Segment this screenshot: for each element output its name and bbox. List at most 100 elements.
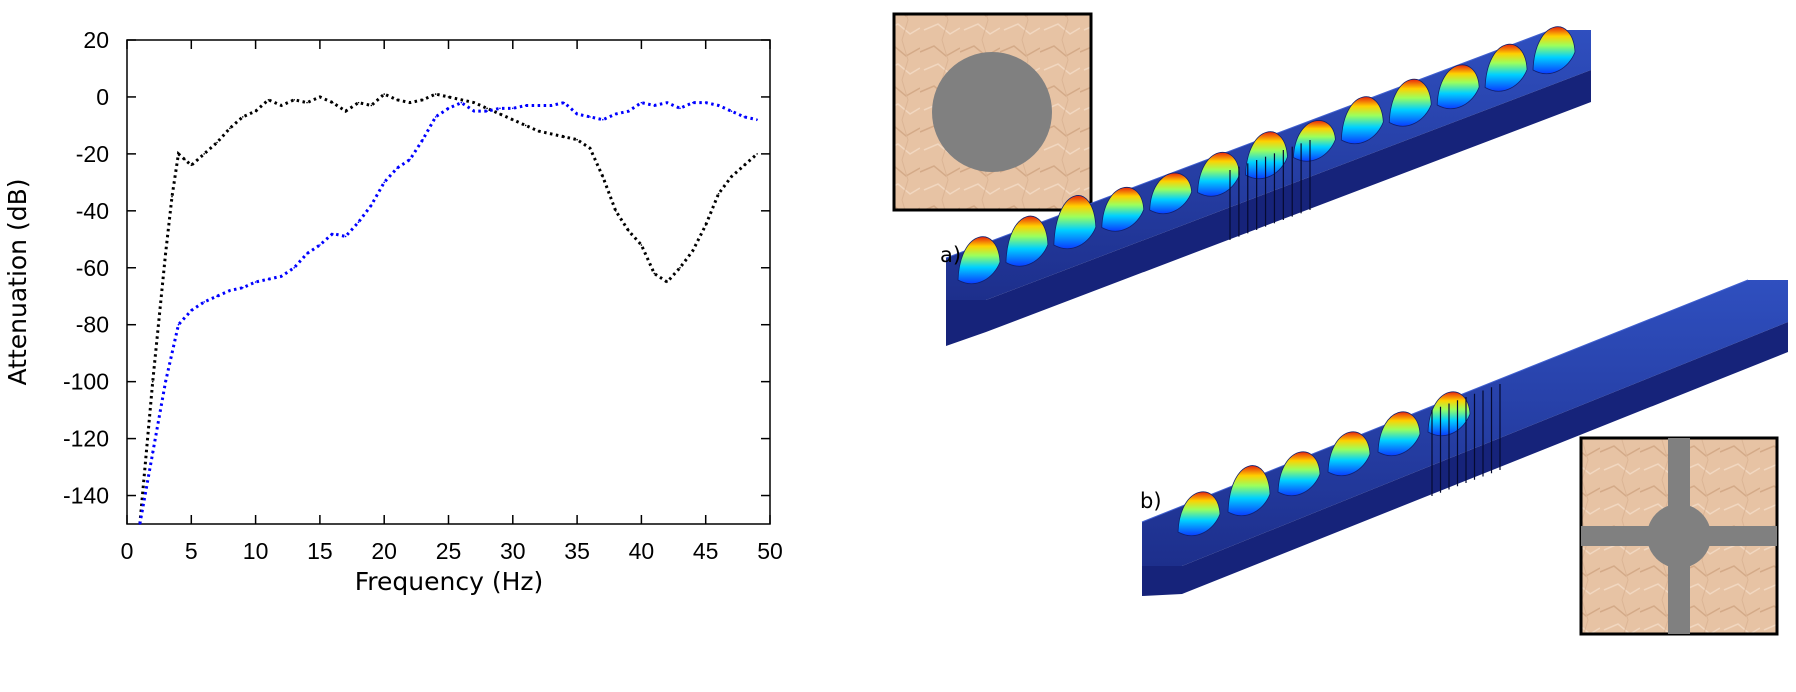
data-point [512, 107, 514, 110]
x-tick-label: 20 [371, 538, 397, 564]
data-point [524, 124, 527, 127]
data-point [627, 110, 630, 112]
data-point [164, 380, 167, 383]
data-point [421, 138, 424, 141]
wave-crest [1436, 64, 1480, 110]
data-point [383, 181, 386, 184]
data-point [640, 101, 643, 104]
data-point [486, 110, 488, 112]
data-point [293, 98, 295, 101]
data-point [254, 281, 257, 283]
cross-center-circle [1647, 504, 1711, 568]
data-point [756, 153, 758, 155]
data-point [267, 278, 270, 280]
data-point [396, 167, 398, 169]
y-tick-label: -40 [76, 198, 109, 224]
data-point [447, 96, 450, 98]
data-point [473, 110, 476, 112]
x-tick-label: 5 [185, 538, 198, 564]
attenuation-chart: 20 0 -20 -40 -60 -80 -100 -120 -140 0 5 10 15 20 25 30… [3, 27, 783, 596]
x-tick-label: 25 [436, 538, 462, 564]
beam-a [945, 26, 1591, 346]
x-tick-label: 50 [757, 538, 783, 564]
data-point [666, 101, 668, 104]
data-point [640, 244, 643, 246]
data-point [434, 93, 437, 95]
data-point [563, 136, 566, 138]
data-point [319, 244, 321, 246]
data-point [563, 101, 566, 104]
data-point [184, 158, 186, 161]
data-point [692, 101, 694, 104]
x-axis-label: Frequency (Hz) [355, 567, 544, 596]
inset-circle-unit-cell [892, 12, 1093, 212]
data-point [486, 107, 488, 110]
data-point [383, 93, 386, 95]
wave-crest [1005, 215, 1049, 267]
data-point [306, 252, 308, 255]
x-tick-label: 35 [564, 538, 590, 564]
data-point [666, 281, 668, 283]
data-point [550, 104, 553, 107]
wave-crest [1484, 43, 1528, 92]
y-tick-label: -20 [76, 141, 109, 167]
y-tick-label: -60 [76, 255, 109, 281]
data-point [196, 158, 199, 161]
data-point [576, 113, 578, 115]
data-point [730, 175, 733, 178]
data-point [280, 104, 283, 107]
series-line-1 [138, 92, 759, 525]
wave-crest [1327, 431, 1371, 477]
data-point [331, 232, 334, 235]
data-point [499, 113, 501, 115]
data-point [293, 266, 295, 269]
data-point [164, 252, 167, 255]
data-point [280, 275, 283, 278]
y-tick-label: 20 [83, 27, 109, 53]
wave-crest [1101, 187, 1145, 232]
x-tick-label: 15 [307, 538, 333, 564]
data-point [241, 116, 244, 118]
data-point [756, 118, 758, 121]
wave-crest [1053, 195, 1097, 250]
data-point [602, 118, 604, 121]
y-axis-label: Attenuation (dB) [3, 178, 32, 385]
data-point [267, 98, 270, 101]
data-point [357, 221, 360, 224]
data-point [537, 104, 540, 107]
data-point [614, 210, 617, 212]
data-point [602, 175, 604, 178]
inclusion-region-a [1229, 140, 1311, 240]
data-point [704, 224, 707, 226]
data-point [344, 235, 347, 238]
data-point [190, 164, 193, 167]
y-ticks: 20 0 -20 -40 -60 -80 -100 -120 -140 [63, 27, 770, 509]
data-point [177, 153, 180, 155]
data-point [550, 133, 553, 135]
inclusion-region-b [1431, 384, 1501, 496]
wave-crest [1149, 172, 1193, 215]
data-point [171, 195, 173, 198]
data-point [216, 141, 218, 144]
data-point [216, 295, 218, 298]
circle-inclusion-shape [932, 52, 1052, 172]
x-tick-label: 45 [693, 538, 719, 564]
data-point [203, 153, 205, 155]
x-tick-label: 30 [500, 538, 526, 564]
data-point [743, 164, 746, 167]
wave-crest [1388, 78, 1432, 127]
data-point [589, 147, 591, 149]
data-point [524, 104, 527, 107]
data-point [421, 98, 424, 101]
data-point [653, 104, 656, 107]
data-point [409, 158, 411, 161]
data-point [679, 107, 681, 110]
data-point [241, 286, 244, 289]
data-point [331, 101, 334, 104]
data-point [537, 130, 540, 132]
x-tick-label: 0 [121, 538, 134, 564]
series-1 [138, 92, 759, 525]
data-point [344, 110, 347, 112]
data-point [319, 96, 321, 98]
